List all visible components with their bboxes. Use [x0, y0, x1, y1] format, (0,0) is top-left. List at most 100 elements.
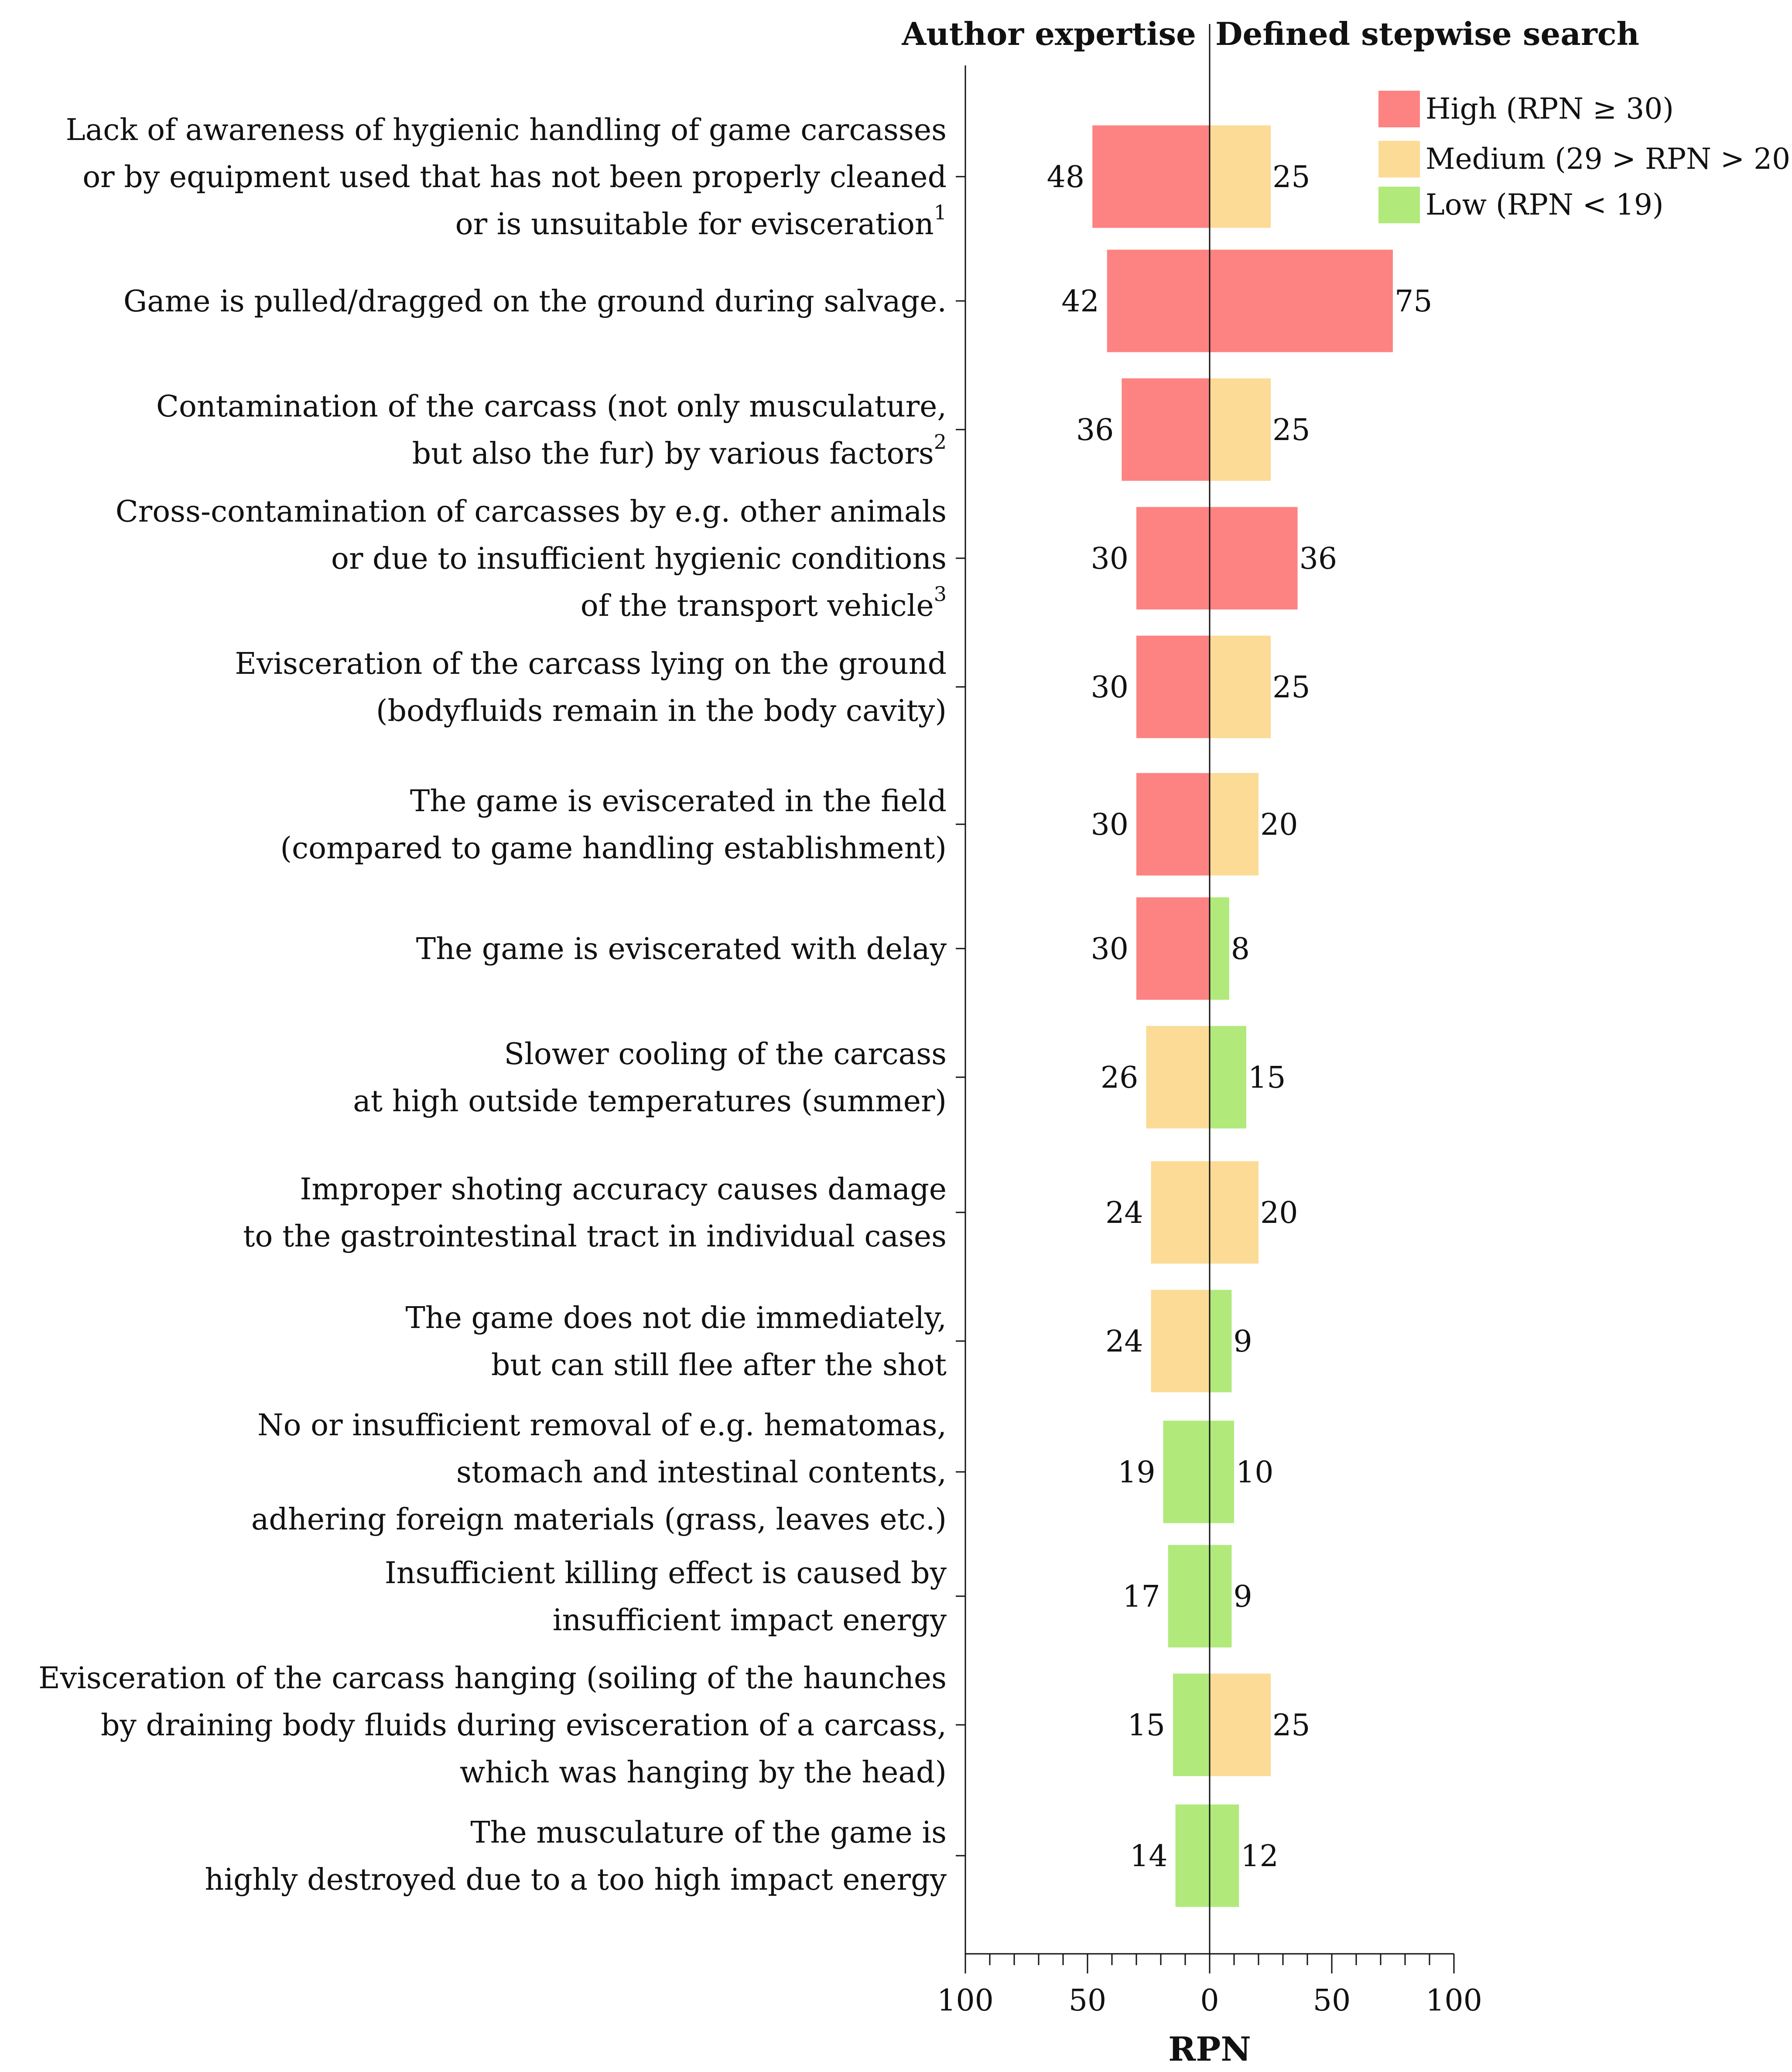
- bar-author-expertise: [1136, 635, 1210, 738]
- value-label-author-expertise: 30: [1091, 670, 1129, 705]
- category-label: Cross-contamination of carcasses by e.g.…: [116, 495, 947, 529]
- bar-author-expertise: [1136, 773, 1210, 876]
- category-label: The musculature of the game is: [470, 1816, 947, 1850]
- value-label-stepwise-search: 20: [1260, 808, 1298, 842]
- bar-author-expertise: [1122, 378, 1210, 481]
- value-label-author-expertise: 19: [1118, 1455, 1156, 1490]
- value-label-stepwise-search: 8: [1231, 932, 1250, 966]
- category-label: or by equipment used that has not been p…: [82, 160, 947, 195]
- bar-stepwise-search: [1210, 1673, 1271, 1776]
- bar-author-expertise: [1146, 1026, 1210, 1129]
- category-label: (compared to game handling establishment…: [280, 831, 947, 866]
- value-label-stepwise-search: 10: [1236, 1455, 1274, 1490]
- x-tick-label: 50: [1313, 1983, 1351, 2018]
- category-labels: Lack of awareness of hygienic handling o…: [38, 113, 947, 1897]
- value-label-stepwise-search: 75: [1395, 284, 1433, 319]
- bar-author-expertise: [1136, 897, 1210, 1000]
- x-tick-label: 100: [1426, 1983, 1482, 2018]
- category-label: Slower cooling of the carcass: [504, 1037, 947, 1072]
- category-label: No or insufficient removal of e.g. hemat…: [257, 1408, 947, 1443]
- category-label: or is unsuitable for evisceration1: [455, 201, 947, 242]
- legend-label-medium: Medium (29 > RPN > 20): [1426, 142, 1792, 176]
- bar-author-expertise: [1173, 1673, 1210, 1776]
- bar-stepwise-search: [1210, 378, 1271, 481]
- bar-stepwise-search: [1210, 1420, 1234, 1523]
- value-label-author-expertise: 30: [1091, 808, 1129, 842]
- value-labels: 48 25 42 75 36 25 30 36 30 25 30 20 30 8 26 15 24 20 24 9 19…: [1047, 160, 1433, 1874]
- x-axis-title: RPN: [1168, 2030, 1251, 2069]
- value-label-stepwise-search: 12: [1241, 1839, 1279, 1874]
- bar-stepwise-search: [1210, 773, 1259, 876]
- value-label-author-expertise: 17: [1122, 1580, 1160, 1614]
- footnote-marker: 2: [934, 430, 947, 454]
- bar-stepwise-search: [1210, 635, 1271, 738]
- category-label: at high outside temperatures (summer): [353, 1084, 947, 1119]
- axes: 100 50 0 50 100: [937, 24, 1482, 2018]
- value-label-author-expertise: 14: [1130, 1839, 1168, 1874]
- x-tick-label: 50: [1069, 1983, 1107, 2018]
- category-label: Contamination of the carcass (not only m…: [156, 389, 947, 424]
- footnote-marker: 1: [934, 201, 947, 224]
- value-label-author-expertise: 42: [1061, 284, 1099, 319]
- bar-stepwise-search: [1210, 1804, 1239, 1907]
- category-label: Insufficient killing effect is caused by: [385, 1556, 947, 1591]
- value-label-stepwise-search: 25: [1272, 670, 1310, 705]
- category-label: Evisceration of the carcass lying on the…: [235, 647, 947, 681]
- legend-swatch-high: [1378, 91, 1420, 127]
- value-label-author-expertise: 26: [1101, 1061, 1139, 1095]
- value-label-stepwise-search: 9: [1233, 1580, 1252, 1614]
- category-label: The game does not die immediately,: [405, 1301, 947, 1335]
- category-label: insufficient impact energy: [553, 1603, 947, 1638]
- bar-stepwise-search: [1210, 1545, 1232, 1648]
- value-label-stepwise-search: 36: [1300, 542, 1337, 576]
- category-label: Improper shoting accuracy causes damage: [300, 1172, 947, 1207]
- value-label-stepwise-search: 25: [1272, 1708, 1310, 1743]
- bar-stepwise-search: [1210, 1290, 1232, 1393]
- category-label: which was hanging by the head): [460, 1755, 947, 1790]
- bar-stepwise-search: [1210, 249, 1393, 352]
- category-label: but also the fur) by various factors2: [412, 430, 947, 471]
- category-label: The game is eviscerated with delay: [416, 932, 947, 966]
- value-label-author-expertise: 36: [1076, 413, 1114, 447]
- value-label-author-expertise: 24: [1105, 1324, 1143, 1359]
- x-tick-label: 0: [1200, 1983, 1219, 2018]
- category-label: to the gastrointestinal tract in individ…: [243, 1219, 947, 1254]
- category-label: or due to insufficient hygienic conditio…: [331, 542, 947, 576]
- legend-label-low: Low (RPN < 19): [1426, 188, 1664, 222]
- category-label: The game is eviscerated in the field: [410, 784, 947, 819]
- bar-author-expertise: [1136, 507, 1210, 610]
- value-label-stepwise-search: 25: [1272, 413, 1310, 447]
- bar-author-expertise: [1168, 1545, 1210, 1648]
- legend: High (RPN ≥ 30) Medium (29 > RPN > 20) Low…: [1378, 91, 1792, 223]
- category-label: Game is pulled/dragged on the ground dur…: [123, 284, 947, 319]
- bar-author-expertise: [1175, 1804, 1210, 1907]
- value-label-stepwise-search: 15: [1248, 1061, 1286, 1095]
- bar-author-expertise: [1092, 125, 1210, 228]
- category-label: of the transport vehicle3: [581, 582, 947, 623]
- bar-stepwise-search: [1210, 1026, 1246, 1129]
- value-label-author-expertise: 15: [1127, 1708, 1165, 1743]
- value-label-author-expertise: 30: [1091, 542, 1129, 576]
- value-label-author-expertise: 30: [1091, 932, 1129, 966]
- bar-author-expertise: [1151, 1161, 1210, 1264]
- x-tick-label: 100: [937, 1983, 994, 2018]
- bar-stepwise-search: [1210, 507, 1298, 610]
- legend-swatch-medium: [1378, 141, 1420, 178]
- panel-title-right: Defined stepwise search: [1215, 15, 1639, 52]
- value-label-stepwise-search: 20: [1260, 1196, 1298, 1230]
- category-label: adhering foreign materials (grass, leave…: [251, 1502, 947, 1537]
- footnote-marker: 3: [934, 582, 947, 606]
- category-label: by draining body fluids during eviscerat…: [101, 1708, 947, 1743]
- category-label: but can still flee after the shot: [491, 1348, 947, 1382]
- value-label-author-expertise: 24: [1105, 1196, 1143, 1230]
- value-label-stepwise-search: 25: [1272, 160, 1310, 195]
- panel-title-left: Author expertise: [901, 15, 1196, 52]
- bar-stepwise-search: [1210, 1161, 1259, 1264]
- value-label-author-expertise: 48: [1047, 160, 1085, 195]
- legend-label-high: High (RPN ≥ 30): [1426, 92, 1674, 126]
- value-label-stepwise-search: 9: [1233, 1324, 1252, 1359]
- category-label: highly destroyed due to a too high impac…: [205, 1863, 947, 1897]
- category-label: stomach and intestinal contents,: [456, 1455, 947, 1490]
- bars-layer: [1092, 125, 1393, 1907]
